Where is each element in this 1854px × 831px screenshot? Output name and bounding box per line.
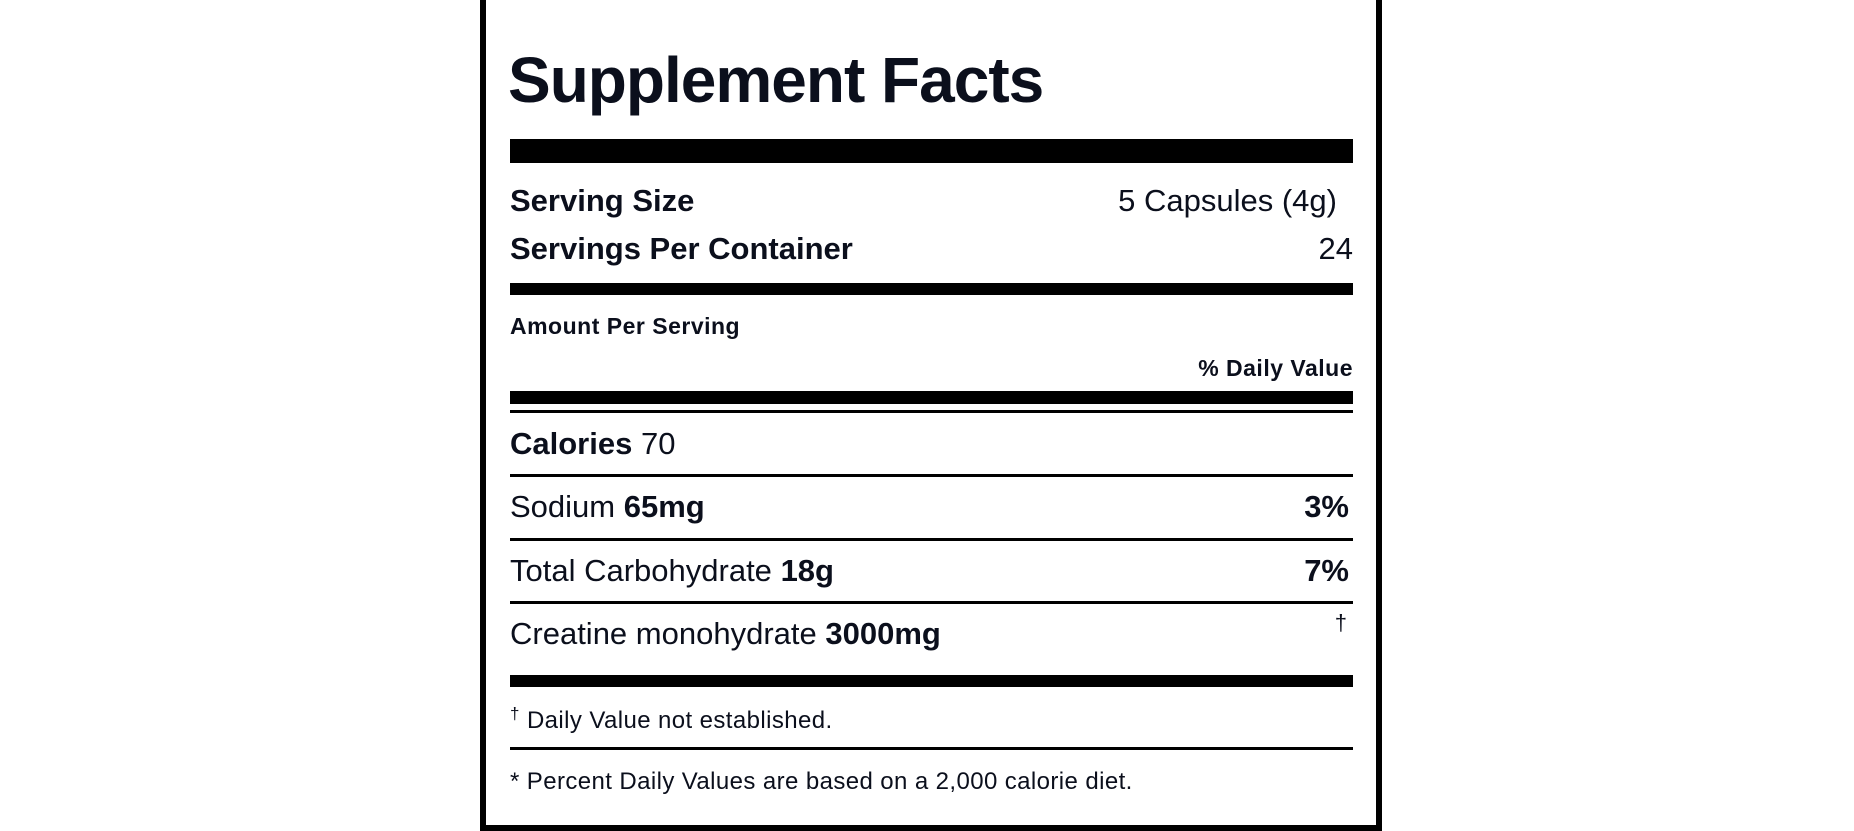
footnote-mark: †	[510, 704, 520, 723]
servings-per-container-label: Servings Per Container	[510, 231, 853, 266]
rule	[510, 391, 1353, 404]
nutrient-amount: 65mg	[623, 489, 705, 524]
daily-value-header: % Daily Value	[1198, 355, 1353, 381]
daily-value: †	[1334, 610, 1347, 635]
amount-per-serving: Amount Per Serving	[510, 313, 741, 339]
nutrient-name: Creatine monohydrate	[510, 616, 817, 651]
rule	[510, 283, 1353, 295]
row-rule	[510, 474, 1353, 477]
row-text: Creatine monohydrate 3000mg	[510, 618, 941, 649]
serving-size-value: 5 Capsules (4g)	[1118, 183, 1337, 218]
footnote: † Daily Value not established.	[510, 705, 833, 733]
footnote-text: Daily Value not established.	[526, 707, 833, 734]
row-rule	[510, 538, 1353, 541]
daily-value: 3%	[1304, 489, 1349, 524]
nutrient-amount: 70	[640, 426, 676, 461]
nutrient-amount: 18g	[780, 553, 834, 588]
serving-size-label: Serving Size	[510, 183, 695, 218]
thin-rule	[510, 747, 1353, 750]
nutrient-name: Calories	[510, 426, 633, 461]
thick-rule	[510, 139, 1353, 163]
rule	[510, 675, 1353, 687]
title: Supplement Facts	[508, 44, 1044, 116]
servings-per-container-value: 24	[1318, 231, 1353, 266]
nutrient-name: Total Carbohydrate	[510, 553, 772, 588]
nutrient-amount: 3000mg	[825, 616, 941, 651]
thin-rule	[510, 410, 1353, 413]
row-text: Sodium 65mg	[510, 491, 705, 522]
row-text: Calories 70	[510, 428, 675, 459]
row-text: Total Carbohydrate 18g	[510, 555, 834, 586]
footnote: * Percent Daily Values are based on a 2,…	[510, 768, 1133, 795]
row-rule	[510, 601, 1353, 604]
nutrient-name: Sodium	[510, 489, 616, 524]
daily-value: 7%	[1304, 553, 1349, 588]
